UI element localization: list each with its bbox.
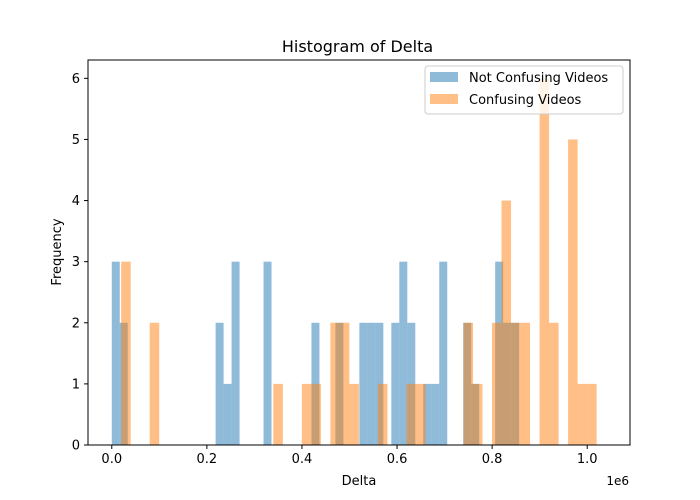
histogram-bar-series-0	[439, 261, 448, 445]
histogram-bar-series-1	[339, 322, 350, 445]
histogram-bar-series-1	[121, 261, 131, 445]
y-tick-label: 6	[72, 72, 80, 87]
histogram-bar-series-1	[406, 383, 416, 445]
histogram-bar-series-1	[501, 200, 512, 445]
legend-swatch-not-confusing	[430, 72, 458, 82]
histogram-bar-series-1	[415, 383, 426, 445]
histogram-bar-series-0	[367, 322, 376, 445]
histogram-bar-series-1	[568, 139, 578, 445]
x-axis-offset-label: 1e6	[606, 474, 629, 488]
histogram-bar-series-1	[539, 78, 550, 445]
y-tick-label: 3	[72, 255, 80, 270]
y-tick-label: 5	[72, 133, 80, 148]
histogram-bar-series-1	[149, 322, 160, 445]
histogram-bar-series-1	[349, 383, 359, 445]
x-tick-label: 0.6	[387, 452, 408, 467]
y-axis-ticks: 0 1 2 3 4 5 6	[72, 72, 88, 454]
y-tick-label: 2	[72, 316, 80, 331]
histogram-bar-series-0	[231, 261, 240, 445]
legend: Not Confusing Videos Confusing Videos	[424, 65, 624, 115]
histogram-bar-series-1	[520, 322, 531, 445]
y-tick-label: 1	[72, 377, 80, 392]
histogram-bar-series-0	[223, 383, 232, 445]
histogram-bar-series-0	[391, 322, 400, 445]
legend-label-confusing: Confusing Videos	[469, 93, 582, 108]
histogram-bar-series-1	[577, 383, 588, 445]
legend-label-not-confusing: Not Confusing Videos	[469, 71, 608, 86]
x-tick-label: 0.0	[101, 452, 122, 467]
y-axis-label: Frequency	[50, 218, 65, 285]
histogram-bar-series-1	[587, 383, 597, 445]
y-tick-label: 4	[72, 194, 80, 209]
histogram-bar-series-1	[549, 322, 559, 445]
histogram-bar-series-1	[377, 383, 388, 445]
histogram-bar-series-1	[473, 383, 483, 445]
plot-frame	[87, 59, 631, 446]
x-tick-label: 0.4	[292, 452, 313, 467]
x-tick-label: 0.8	[482, 452, 503, 467]
histogram-bar-series-1	[492, 322, 502, 445]
legend-box	[424, 65, 624, 115]
legend-swatch-confusing	[430, 94, 458, 104]
histogram-bar-series-1	[273, 383, 283, 445]
x-tick-label: 0.2	[197, 452, 218, 467]
bars-layer	[111, 78, 597, 445]
histogram-bar-series-1	[311, 383, 321, 445]
histogram-bar-series-1	[301, 383, 312, 445]
x-axis-label: Delta	[342, 474, 377, 489]
histogram-bar-series-0	[359, 322, 368, 445]
x-tick-label: 1.0	[577, 452, 598, 467]
histogram-bar-series-0	[263, 261, 272, 445]
histogram-bar-series-0	[399, 261, 408, 445]
histogram-bar-series-1	[511, 322, 521, 445]
chart-title: Histogram of Delta	[282, 37, 433, 56]
x-axis-ticks: 0.0 0.2 0.4 0.6 0.8 1.0	[101, 445, 598, 467]
histogram-bar-series-1	[463, 322, 474, 445]
histogram-bar-series-0	[215, 322, 224, 445]
histogram-bar-series-0	[423, 383, 432, 445]
histogram-bar-series-0	[111, 261, 120, 445]
y-tick-label: 0	[72, 439, 80, 454]
histogram-bar-series-1	[330, 322, 340, 445]
histogram-bar-series-0	[431, 383, 440, 445]
